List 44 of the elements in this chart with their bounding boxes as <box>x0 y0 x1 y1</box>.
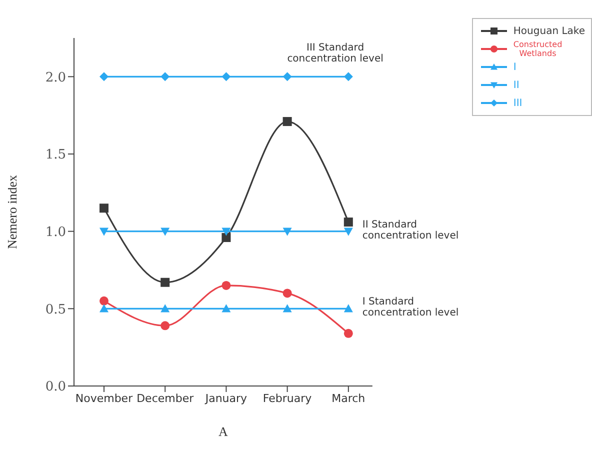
point <box>282 72 292 82</box>
point <box>282 288 292 298</box>
y-tick-label: 0.0 <box>45 380 66 395</box>
point <box>100 228 108 236</box>
y-tick-label: 1.5 <box>45 148 66 163</box>
point <box>160 304 170 312</box>
point <box>222 72 231 82</box>
point <box>100 72 108 82</box>
x-tick-label: February <box>262 392 312 405</box>
point <box>160 72 170 82</box>
point <box>282 304 292 312</box>
y-tick-label: 1.0 <box>45 224 66 240</box>
legend-label: Constructed Wetlands <box>513 40 562 58</box>
point <box>222 304 231 312</box>
point <box>100 296 108 306</box>
point <box>222 233 231 242</box>
point <box>344 228 353 236</box>
x-axis-title: A <box>218 424 229 439</box>
point <box>344 218 353 227</box>
x-tick-label: November <box>75 392 134 405</box>
point <box>344 304 353 312</box>
annotation: I Standard concentration level <box>362 296 459 319</box>
point <box>344 72 353 82</box>
point <box>160 321 170 330</box>
annotation: II Standard concentration level <box>362 219 459 242</box>
y-tick-label: 0.5 <box>45 302 66 318</box>
annotation: III Standard concentration level <box>287 42 384 65</box>
legend-label: I <box>513 62 516 72</box>
point <box>222 280 231 290</box>
point <box>222 228 231 236</box>
point <box>160 228 170 236</box>
point <box>344 328 353 338</box>
x-tick-label: January <box>204 392 248 405</box>
point <box>160 278 170 287</box>
point <box>100 304 108 312</box>
legend-label: II <box>513 80 520 90</box>
point <box>100 204 108 213</box>
legend-label: Houguan Lake <box>513 26 585 36</box>
point <box>282 228 292 236</box>
x-tick-label: March <box>332 392 366 405</box>
x-tick-label: December <box>136 392 194 405</box>
point <box>282 117 292 126</box>
legend-label: III <box>513 98 522 108</box>
y-tick-label: 2.0 <box>45 70 66 86</box>
